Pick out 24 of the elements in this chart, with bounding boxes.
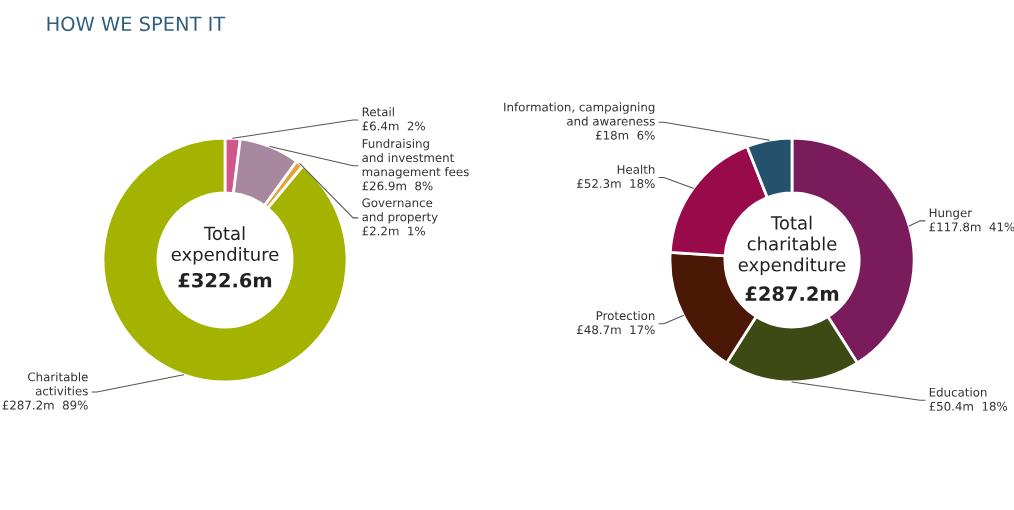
data-label: £48.7m 17% xyxy=(577,325,655,335)
slice-label: Education xyxy=(929,387,987,397)
slice-label: Health xyxy=(617,164,655,174)
data-label: £52.3m 18% xyxy=(577,179,655,189)
data-label: £50.4m 18% xyxy=(929,401,1008,411)
data-label: £18m 6% xyxy=(595,130,655,140)
donut-slice xyxy=(101,136,349,384)
slice-label: Hunger xyxy=(929,208,973,220)
slice-label: Retail xyxy=(362,107,394,117)
data-label: £6.4m 2% xyxy=(362,121,426,131)
slice-label: Protection xyxy=(596,310,655,321)
text: Total charitable expenditure xyxy=(738,215,846,275)
chart-title: HOW WE SPENT IT xyxy=(47,16,226,32)
slice-label: Charitable activities xyxy=(28,372,88,396)
slice-label: Fundraising and investment management fees xyxy=(362,138,469,179)
text: £322.6m xyxy=(178,272,272,288)
slice-label: Governance and property xyxy=(362,198,438,224)
text: Total expenditure xyxy=(171,226,279,265)
data-label: £287.2m 89% xyxy=(2,400,88,410)
data-label: £26.9m 8% xyxy=(362,181,433,191)
data-label: £2.2m 1% xyxy=(362,226,426,236)
data-label: £117.8m 41% xyxy=(929,222,1014,232)
slice-label: Information, campaigning and awareness xyxy=(504,102,655,126)
text: £287.2m xyxy=(745,286,839,302)
